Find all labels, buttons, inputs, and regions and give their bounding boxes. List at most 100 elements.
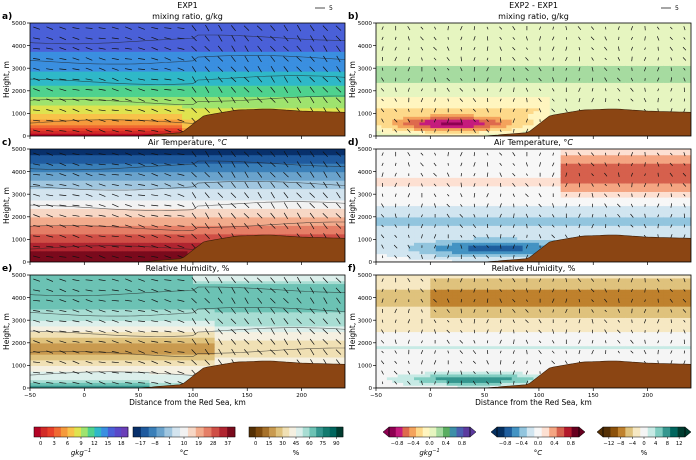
- colorbar-tick: −0.4: [407, 441, 420, 447]
- colorbar-tick: 60: [306, 441, 313, 447]
- ylabel: Height, m: [2, 187, 11, 224]
- ytick-label: 2000: [12, 89, 27, 95]
- colorbar-tick: 0.4: [550, 441, 559, 447]
- axes-frame-b: [375, 22, 692, 137]
- colorbar-tick: −12: [603, 441, 614, 447]
- colorbar-label: gkg−1: [71, 448, 91, 457]
- panel-letter-e: e): [2, 264, 12, 274]
- panel-letter-b: b): [348, 12, 359, 22]
- colorbar-label: gkg−1: [419, 448, 439, 457]
- colorbar-label: %: [641, 449, 648, 457]
- ytick-label: 1000: [358, 238, 373, 244]
- colorbar-tick: 30: [279, 441, 286, 447]
- xtick-label: 0: [429, 393, 433, 399]
- ytick-label: 3000: [358, 192, 373, 198]
- ylabel: Height, m: [348, 313, 357, 350]
- colorbar-label: °C: [534, 449, 543, 457]
- ytick-label: 4000: [12, 296, 27, 302]
- ytick-label: 1000: [358, 112, 373, 118]
- colorbar-tick: 0.0: [534, 441, 542, 447]
- colorbar-tick: 0.8: [458, 441, 466, 447]
- xtick-label: 100: [534, 393, 545, 399]
- ytick-label: 4000: [12, 170, 27, 176]
- terrain-b: [376, 108, 691, 136]
- terrain-c: [30, 234, 345, 262]
- colorbar-tick: 19: [195, 441, 202, 447]
- field-b: [376, 23, 691, 136]
- colorbar-tick: 28: [210, 441, 217, 447]
- ytick-label: 0: [22, 134, 26, 140]
- wind-vectors-d: [380, 151, 687, 260]
- colorbar-tick: 10: [181, 441, 188, 447]
- ytick-label: 4000: [358, 170, 373, 176]
- terrain-a: [30, 108, 345, 136]
- colorbar-tick: 37: [224, 441, 231, 447]
- colorbar-tick: 6: [66, 441, 69, 447]
- ytick-label: 5000: [358, 273, 373, 279]
- colorbar-tick: 45: [293, 441, 300, 447]
- colorbar-tick: 15: [105, 441, 112, 447]
- colorbar-tick: 0: [254, 441, 257, 447]
- axes-frame-e: [29, 274, 346, 389]
- ytick-label: 0: [368, 260, 372, 266]
- colorbar-tick: −0.8: [391, 441, 404, 447]
- column-header: EXP2 - EXP1: [509, 1, 558, 10]
- colorbar-tick: −17: [135, 441, 146, 447]
- panel-title-f: Relative Humidity, %: [492, 264, 576, 273]
- axes-frame-f: [375, 274, 692, 389]
- panel-letter-d: d): [348, 138, 359, 148]
- colorbar-dtemp: −0.8 −0.4 0.0 0.4 0.8 °C: [490, 426, 586, 457]
- ytick-label: 2000: [358, 341, 373, 347]
- xtick-label: 150: [242, 393, 253, 399]
- ytick-label: 3000: [12, 192, 27, 198]
- terrain-f: [376, 360, 691, 388]
- colorbar-tick: −8: [151, 441, 159, 447]
- xtick-label: 50: [481, 393, 489, 399]
- ytick-label: 1000: [12, 238, 27, 244]
- field-a: [30, 23, 345, 136]
- ytick-label: 0: [368, 386, 372, 392]
- colorbar-label: °C: [180, 449, 189, 457]
- colorbar-label: %: [293, 449, 300, 457]
- ylabel: Height, m: [2, 61, 11, 98]
- quiver-key: 5: [675, 5, 679, 12]
- panel-a: 0 1000 2000 3000 4000 5000 Height, m a) EXP1 mixi…: [2, 1, 346, 140]
- xtick-label: −50: [370, 393, 382, 399]
- panel-letter-f: f): [348, 264, 356, 274]
- panel-d: 0 1000 2000 3000 4000 5000 Height, m d) Air Temp…: [348, 138, 692, 266]
- colorbar-tick: 12: [91, 441, 98, 447]
- terrain-d: [376, 234, 691, 262]
- ylabel: Height, m: [2, 313, 11, 350]
- wind-vectors-b: [380, 25, 687, 134]
- ytick-label: 2000: [358, 89, 373, 95]
- axes-frame-a: [29, 22, 346, 137]
- ytick-label: 2000: [12, 341, 27, 347]
- ytick-label: 5000: [358, 21, 373, 27]
- colorbar-tick: 15: [266, 441, 273, 447]
- ytick-label: 2000: [12, 215, 27, 221]
- wind-vectors-c: [33, 150, 342, 259]
- axes-frame-d: [375, 148, 692, 263]
- xtick-label: 200: [296, 393, 307, 399]
- ytick-label: 3000: [358, 66, 373, 72]
- panel-c: 0 1000 2000 3000 4000 5000 Height, m c) Air Temp…: [2, 138, 346, 266]
- ytick-label: 0: [22, 260, 26, 266]
- colorbar-tick: 0: [642, 441, 645, 447]
- axes-frame-c: [29, 148, 346, 263]
- colorbar-tick: 8: [666, 441, 669, 447]
- ytick-label: 4000: [358, 44, 373, 50]
- ylabel: Height, m: [348, 187, 357, 224]
- colorbar-temp: −17 −8 1 10 19 28 37 °C: [132, 426, 236, 457]
- field-d: [376, 149, 691, 262]
- terrain-e: [30, 360, 345, 388]
- ytick-label: 1000: [12, 112, 27, 118]
- panel-b: 0 1000 2000 3000 4000 5000 Height, m b) EXP2 - E…: [348, 1, 692, 140]
- ytick-label: 5000: [12, 273, 27, 279]
- xtick-label: −50: [24, 393, 36, 399]
- colorbar-tick: 12: [676, 441, 683, 447]
- colorbar-dmix: −0.8 −0.4 0.0 0.4 0.8 gkg−1: [382, 426, 477, 457]
- colorbar-drh: −12 −8 −4 0 4 8 12%: [596, 426, 692, 457]
- colorbar-mixing: 0 3 6 9 12 15 18 gkg−1: [33, 426, 129, 457]
